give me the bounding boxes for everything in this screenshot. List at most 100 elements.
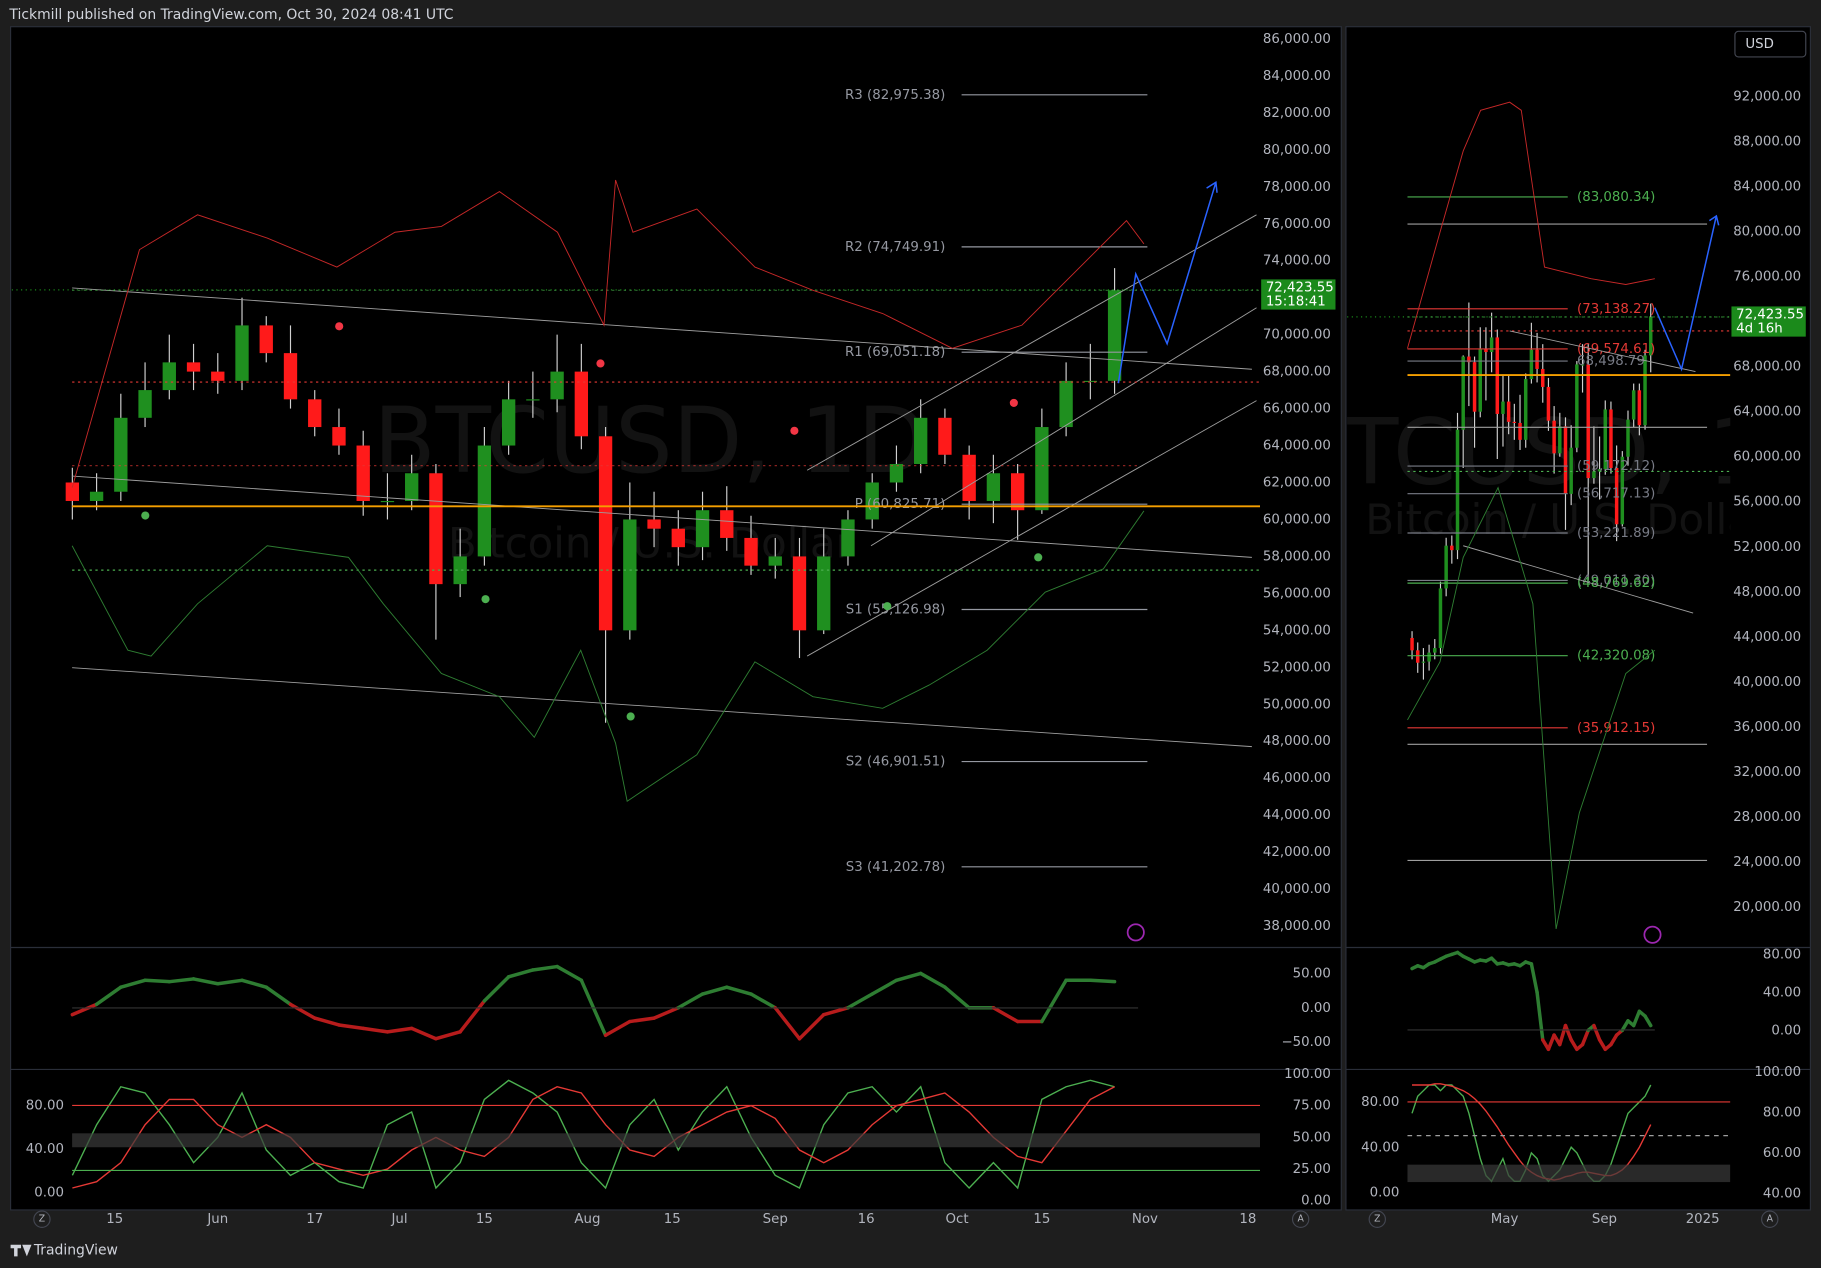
oscillator-segment	[409, 1026, 438, 1041]
candle-body	[1535, 349, 1539, 369]
oscillator-segment	[603, 1019, 632, 1038]
pivot-label: (59,172.12)	[1577, 459, 1655, 474]
candle-body	[889, 464, 904, 483]
oscillator-segment	[167, 977, 196, 984]
alert-icon[interactable]	[1126, 923, 1145, 942]
trendline	[1463, 545, 1694, 614]
candle-body	[186, 362, 201, 372]
y-tick-label: 58,000.00	[1263, 549, 1331, 564]
y-tick-label: 56,000.00	[1733, 495, 1801, 510]
channel-line	[806, 214, 1257, 471]
y-tick-label: 80.00	[1763, 947, 1801, 962]
x-tick-label: May	[1491, 1212, 1519, 1227]
scale-button[interactable]	[1368, 1210, 1386, 1228]
candle-body	[962, 454, 976, 501]
oscillator-segment	[943, 985, 971, 1010]
oscillator-segment	[991, 1006, 1020, 1024]
candle-body	[1506, 401, 1511, 422]
oscillator-segment	[264, 985, 293, 1007]
oscillator-segment	[1609, 1033, 1619, 1047]
candle-body	[1597, 469, 1602, 472]
candle-body	[1546, 386, 1551, 421]
watermark-title: BTCUSD, 1W	[1281, 401, 1821, 506]
y-tick-label: 80,000.00	[1263, 143, 1331, 158]
oscillator-segment	[143, 978, 172, 984]
scale-button[interactable]	[33, 1210, 51, 1228]
x-tick-label: Sep	[1592, 1212, 1617, 1227]
candle-body	[1010, 473, 1025, 511]
x-tick-label: Sep	[763, 1212, 788, 1227]
candle-body	[1501, 401, 1505, 414]
publish-header: Tickmill published on TradingView.com, O…	[8, 7, 453, 23]
y-tick-label: 86,000.00	[1263, 32, 1331, 47]
scale-button-label[interactable]: Z	[39, 1214, 45, 1225]
logo	[10, 1244, 32, 1257]
oscillator-segment	[337, 1023, 365, 1031]
y-tick-label: 66,000.00	[1263, 402, 1331, 417]
candle-body	[235, 325, 249, 381]
candle-body	[574, 371, 589, 437]
candle-body	[865, 482, 879, 520]
pivot-label: (42,320.08)	[1577, 649, 1655, 664]
candle-body	[1592, 471, 1596, 479]
oscillator-segment	[1631, 1009, 1642, 1028]
y-tick-label: 40.00	[26, 1142, 64, 1157]
candle-body	[671, 528, 685, 548]
y-tick-label: 46,000.00	[1263, 771, 1331, 786]
candle-body	[744, 537, 758, 566]
price-tag	[1731, 306, 1806, 337]
trendline	[72, 667, 1252, 748]
candle-body	[1512, 421, 1517, 423]
scale-button-label[interactable]: A	[1297, 1214, 1304, 1225]
trendline	[1509, 330, 1696, 373]
candle-body	[526, 399, 540, 401]
y-tick-label: 54,000.00	[1263, 623, 1331, 638]
oscillator-segment	[119, 978, 147, 989]
y-tick-label: 44,000.00	[1263, 808, 1331, 823]
candle-body	[1461, 356, 1465, 430]
pivot-label: R3 (82,975.38)	[845, 88, 945, 103]
pivot-marker	[596, 359, 605, 368]
y-tick-label: 40,000.00	[1263, 882, 1331, 897]
candle-body	[453, 556, 467, 585]
bollinger-lower	[71, 510, 1145, 802]
x-tick-label: Nov	[1132, 1212, 1158, 1227]
candle-body	[1643, 355, 1647, 426]
trendline	[72, 287, 1252, 370]
watermark-subtitle: Bitcoin / U.S. Dollar	[1365, 495, 1771, 544]
oscillator-segment	[870, 978, 899, 996]
scale-button-label[interactable]: Z	[1374, 1214, 1380, 1225]
pivot-label: P (60,825.71)	[855, 497, 946, 512]
scale-button[interactable]	[1761, 1210, 1779, 1228]
alert-icon[interactable]	[1643, 925, 1662, 944]
oscillator-segment	[1569, 1038, 1579, 1052]
candle-body	[1637, 390, 1642, 426]
x-tick-label: 15	[476, 1212, 493, 1227]
candle-body	[162, 362, 176, 391]
y-tick-label: 68,000.00	[1733, 360, 1801, 375]
candle-body	[429, 473, 443, 585]
y-tick-label: 56,000.00	[1263, 586, 1331, 601]
y2-tick-label: 60.00	[1763, 1146, 1801, 1161]
pivot-label: 68,498.79	[1577, 354, 1645, 369]
scale-button[interactable]	[1291, 1210, 1310, 1228]
x-tick-label: 15	[664, 1212, 681, 1227]
candle-body	[1059, 380, 1073, 428]
oscillator-segment	[94, 985, 123, 1007]
projection-arrow	[1654, 215, 1718, 372]
scale-button-label[interactable]: A	[1767, 1214, 1774, 1225]
pivot-label: S1 (55,126.98)	[846, 603, 946, 618]
candle-body	[1523, 379, 1528, 440]
y-tick-label: 48,000.00	[1733, 585, 1801, 600]
pivot-label: (69,574.61)	[1577, 342, 1655, 357]
oscillator-segment	[1620, 1019, 1630, 1033]
candle-body	[1107, 290, 1122, 381]
y-tick-label: 76,000.00	[1263, 217, 1331, 232]
currency-button[interactable]	[1734, 30, 1807, 58]
candle-body	[1438, 588, 1443, 649]
x-tick-label: 18	[1239, 1212, 1256, 1227]
y-tick-label: 76,000.00	[1733, 270, 1801, 285]
pivot-marker	[141, 511, 150, 520]
candle-body	[1626, 419, 1630, 457]
currency-label[interactable]: USD	[1745, 37, 1774, 52]
